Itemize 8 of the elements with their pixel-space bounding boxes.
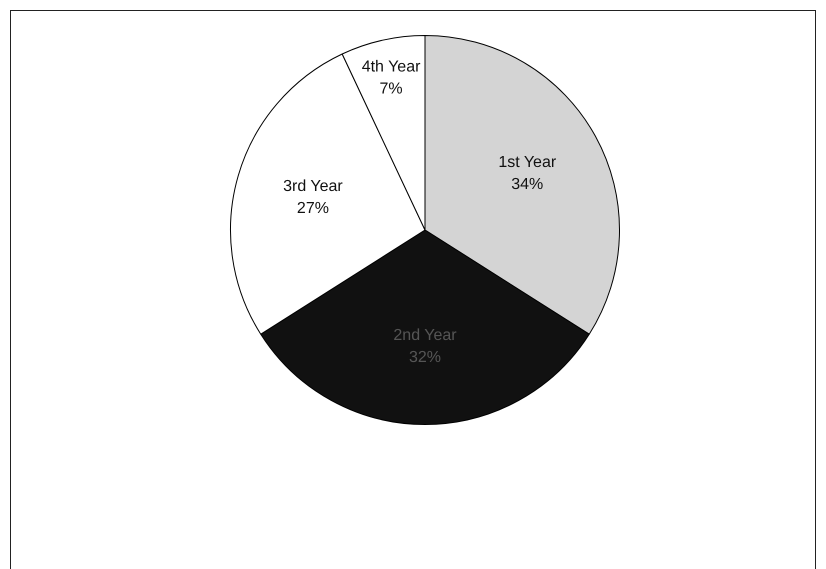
slice-label: 1st Year: [498, 154, 557, 172]
data-label: 7%: [379, 80, 403, 98]
slice-label: 4th Year: [362, 58, 422, 76]
slice-label: 3rd Year: [283, 178, 344, 195]
slice-label: 2nd Year: [393, 327, 458, 344]
data-label: 34%: [511, 176, 544, 194]
data-label: 32%: [408, 349, 442, 366]
data-label: 27%: [296, 200, 329, 217]
